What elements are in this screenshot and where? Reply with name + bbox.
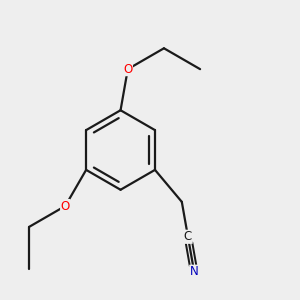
Text: N: N	[190, 265, 199, 278]
Text: O: O	[61, 200, 70, 212]
Text: C: C	[184, 230, 192, 243]
Text: O: O	[123, 63, 132, 76]
